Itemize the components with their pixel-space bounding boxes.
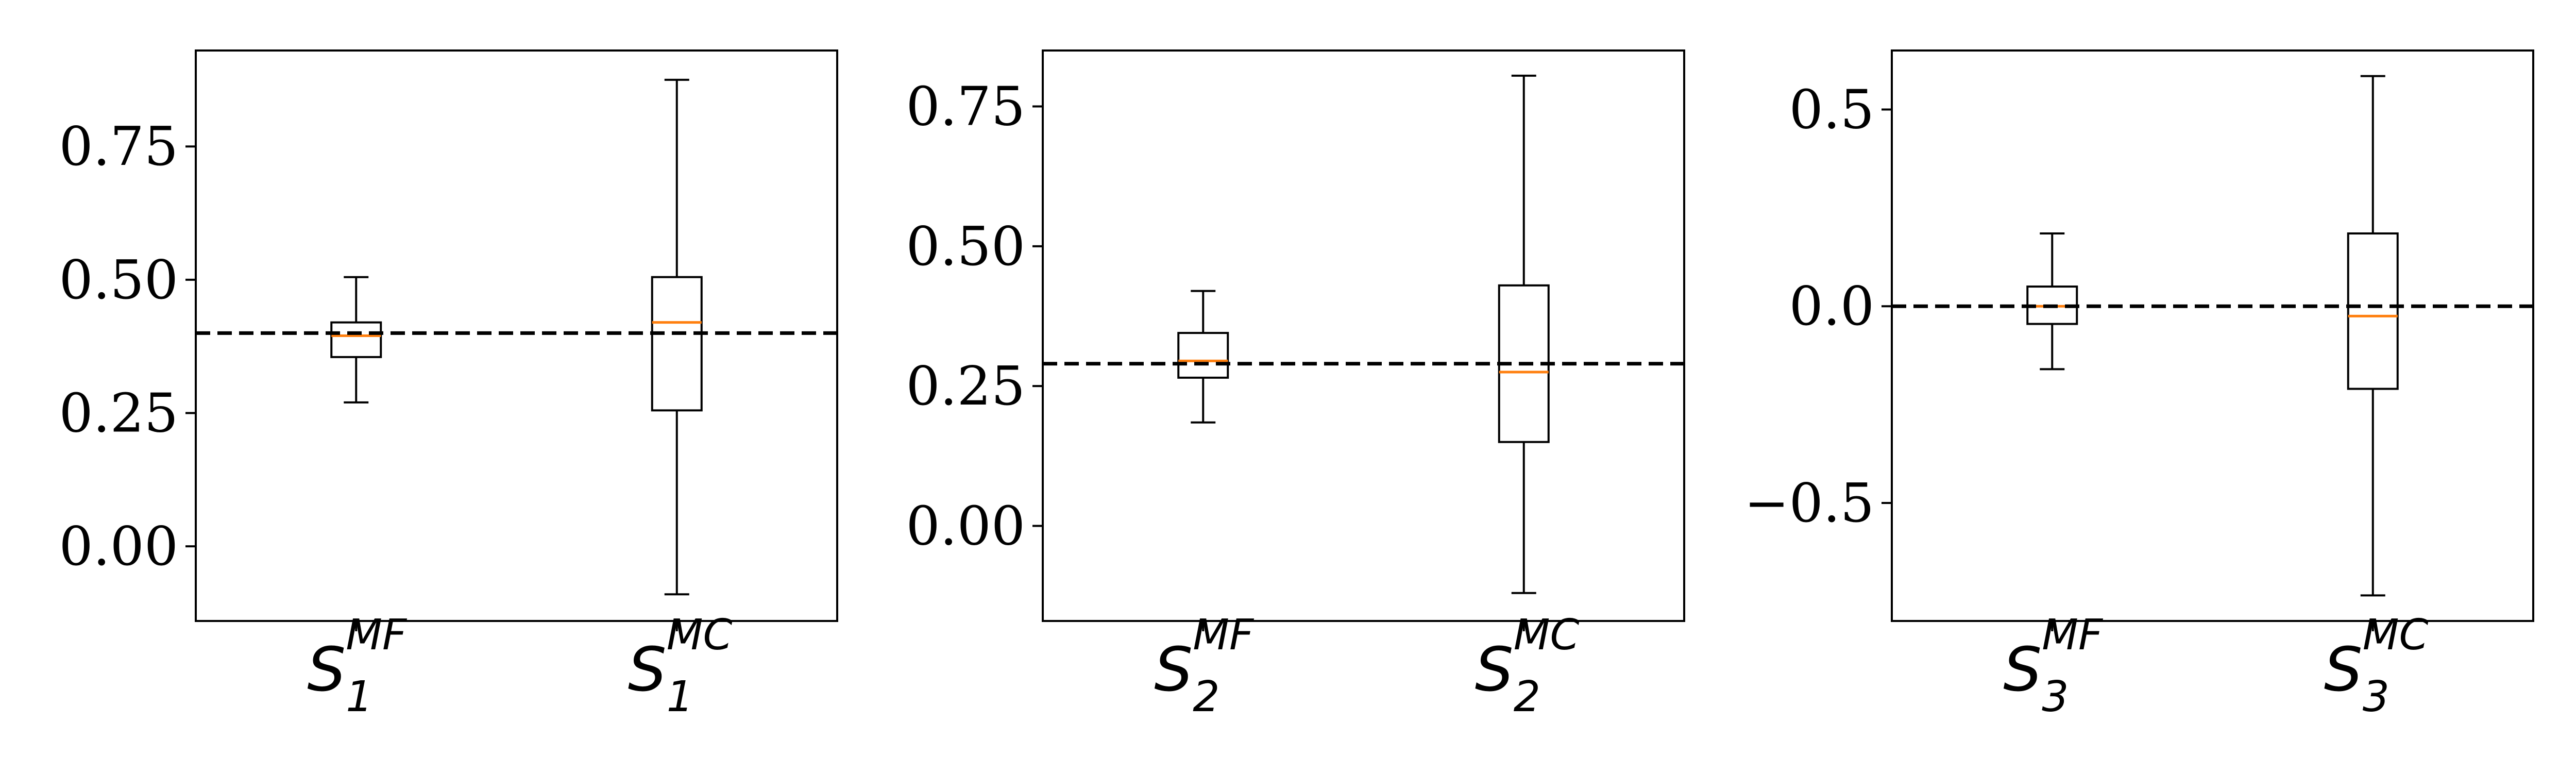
x-tick-label-main: S bbox=[628, 634, 667, 705]
x-tick-label-main: S bbox=[1475, 634, 1514, 705]
x-tick-label-sup: MF bbox=[346, 611, 408, 660]
box-mf bbox=[330, 276, 382, 404]
x-tick-label-main: S bbox=[2003, 634, 2042, 705]
x-tick-label-sub: 1 bbox=[346, 673, 372, 721]
box-mc bbox=[2347, 75, 2399, 597]
x-tick-label-sub: 2 bbox=[1193, 673, 1219, 721]
box-mf bbox=[1177, 290, 1229, 424]
box-mc bbox=[651, 78, 703, 596]
x-tick-label-sub: 3 bbox=[2042, 673, 2069, 721]
y-tick-label: 0.00 bbox=[59, 515, 178, 578]
y-tick-label: 0.25 bbox=[906, 355, 1025, 417]
y-tick-label: 0.0 bbox=[1789, 275, 1874, 338]
y-tick-label: 0.50 bbox=[59, 248, 178, 311]
x-tick-label: S3 MC bbox=[2324, 611, 2429, 721]
plot-frame bbox=[1042, 49, 1685, 622]
box-body bbox=[1177, 332, 1229, 379]
x-tick-label: S2 MC bbox=[1475, 611, 1580, 721]
box-body bbox=[2347, 232, 2399, 390]
y-tick-label: 0.50 bbox=[906, 215, 1025, 278]
plot-frame bbox=[1891, 49, 2534, 622]
x-tick-label-sup: MC bbox=[2363, 611, 2429, 660]
y-tick-label: 0.00 bbox=[906, 495, 1025, 558]
y-tick-label: 0.25 bbox=[59, 382, 178, 445]
x-tick-label: S2 MF bbox=[1154, 611, 1255, 721]
x-tick-label-sub: 1 bbox=[667, 673, 693, 721]
plot-frame bbox=[195, 49, 838, 622]
y-tick-label: 0.75 bbox=[906, 75, 1025, 138]
x-tick-label-sub: 2 bbox=[1514, 673, 1540, 721]
x-tick-label-main: S bbox=[307, 634, 346, 705]
y-tick-label: 0.5 bbox=[1789, 78, 1874, 141]
x-tick-label: S1 MF bbox=[307, 611, 408, 721]
x-tick-label: S1 MC bbox=[628, 611, 733, 721]
x-tick-label-sub: 3 bbox=[2363, 673, 2389, 721]
y-tick-label: 0.75 bbox=[59, 115, 178, 178]
x-tick-label-main: S bbox=[1154, 634, 1193, 705]
box-body bbox=[330, 321, 382, 358]
x-tick-label: S3 MF bbox=[2003, 611, 2104, 721]
x-tick-label-sup: MC bbox=[667, 611, 733, 660]
x-tick-label-main: S bbox=[2324, 634, 2363, 705]
box-mf bbox=[2026, 232, 2078, 371]
x-tick-label-sup: MC bbox=[1514, 611, 1580, 660]
box-body bbox=[651, 276, 703, 412]
x-tick-label-sup: MF bbox=[1193, 611, 1255, 660]
box-mc bbox=[1498, 74, 1550, 594]
x-tick-label-sup: MF bbox=[2042, 611, 2104, 660]
y-tick-label: −0.5 bbox=[1744, 472, 1874, 534]
